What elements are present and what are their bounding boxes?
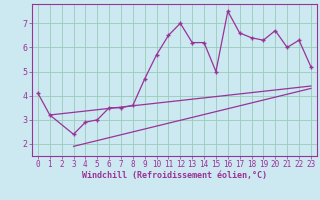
X-axis label: Windchill (Refroidissement éolien,°C): Windchill (Refroidissement éolien,°C): [82, 171, 267, 180]
